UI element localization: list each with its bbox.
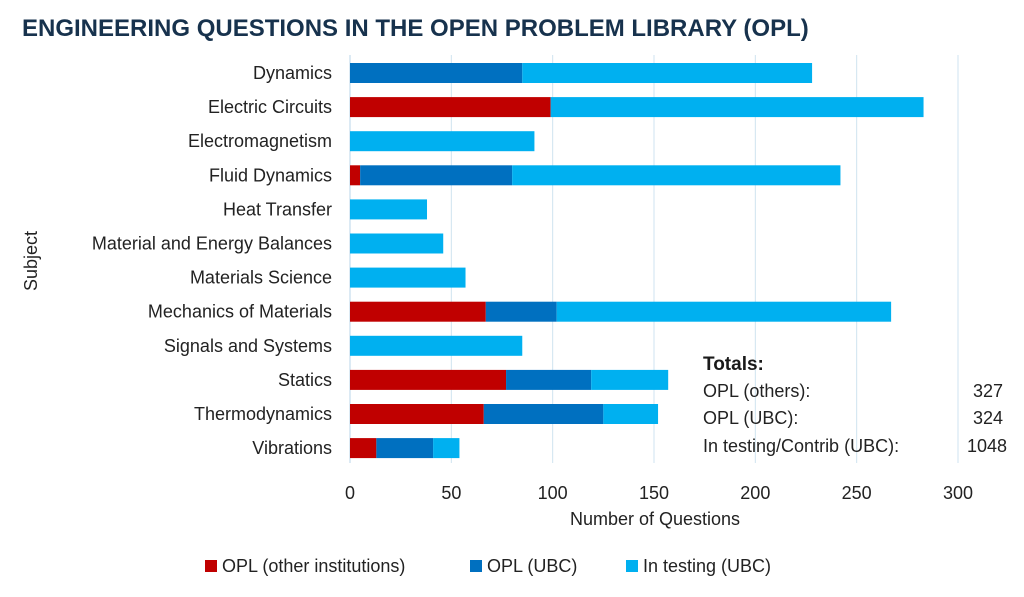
bar-signals-and-systems-in-testing-ubc xyxy=(350,335,523,356)
category-labels: Dynamics Electric Circuits Electromagnetis… xyxy=(92,63,332,458)
bar-electromagnetism-in-testing-ubc xyxy=(350,131,535,152)
bar-thermodynamics-opl-ubc xyxy=(483,404,604,424)
bar-vibrations-opl-other-institutions xyxy=(350,438,377,459)
category-label-fluid-dynamics: Fluid Dynamics xyxy=(209,165,332,185)
category-label-heat-transfer: Heat Transfer xyxy=(223,199,332,219)
category-label-signals-and-systems: Signals and Systems xyxy=(164,336,332,356)
bar-thermodynamics-in-testing-ubc xyxy=(603,404,659,424)
category-label-electric-circuits: Electric Circuits xyxy=(208,97,332,117)
y-axis-title: Subject xyxy=(21,231,41,291)
bar-fluid-dynamics-in-testing-ubc xyxy=(512,165,841,186)
totals-label-in-testing: In testing/Contrib (UBC): xyxy=(703,436,899,456)
bar-mechanics-of-materials-in-testing-ubc xyxy=(556,301,892,322)
category-label-thermodynamics: Thermodynamics xyxy=(194,404,332,424)
category-label-mechanics-of-materials: Mechanics of Materials xyxy=(148,302,332,322)
bar-material-and-energy-balances-in-testing-ubc xyxy=(350,233,444,254)
legend: OPL (other institutions) OPL (UBC) In test… xyxy=(205,556,771,576)
bar-mechanics-of-materials-opl-other-institutions xyxy=(350,301,486,322)
category-label-electromagnetism: Electromagnetism xyxy=(188,131,332,151)
legend-label-opl-other-institutions: OPL (other institutions) xyxy=(222,556,405,576)
legend-swatch-in-testing-ubc xyxy=(626,560,638,572)
x-tick-label-50: 50 xyxy=(441,483,461,503)
category-label-vibrations: Vibrations xyxy=(252,438,332,458)
category-label-dynamics: Dynamics xyxy=(253,63,332,83)
bar-electric-circuits-in-testing-ubc xyxy=(550,97,924,118)
bar-thermodynamics-opl-other-institutions xyxy=(350,404,484,424)
bar-statics-opl-ubc xyxy=(506,369,592,390)
bars xyxy=(350,63,924,459)
bar-vibrations-opl-ubc xyxy=(376,438,434,459)
x-axis-title: Number of Questions xyxy=(570,509,740,529)
x-tick-label-300: 300 xyxy=(943,483,973,503)
chart-title: ENGINEERING QUESTIONS IN THE OPEN PROBLE… xyxy=(22,15,809,42)
bar-statics-opl-other-institutions xyxy=(350,369,507,390)
totals-value-opl-ubc: 324 xyxy=(973,408,1003,428)
bar-dynamics-in-testing-ubc xyxy=(522,63,813,83)
bar-statics-in-testing-ubc xyxy=(591,369,669,390)
x-tick-label-250: 250 xyxy=(842,483,872,503)
x-tick-label-0: 0 xyxy=(345,483,355,503)
x-tick-label-100: 100 xyxy=(538,483,568,503)
bar-materials-science-in-testing-ubc xyxy=(350,267,466,288)
x-tick-labels: 0 50 100 150 200 250 300 xyxy=(345,483,973,503)
totals-heading: Totals: xyxy=(703,354,764,375)
bar-vibrations-in-testing-ubc xyxy=(433,438,460,459)
x-tick-label-150: 150 xyxy=(639,483,669,503)
totals-label-opl-others: OPL (others): xyxy=(703,381,810,401)
x-tick-label-200: 200 xyxy=(740,483,770,503)
legend-swatch-opl-ubc xyxy=(470,560,482,572)
bar-fluid-dynamics-opl-other-institutions xyxy=(350,165,361,186)
legend-swatch-opl-other-institutions xyxy=(205,560,217,572)
bar-fluid-dynamics-opl-ubc xyxy=(360,165,513,186)
totals-value-in-testing: 1048 xyxy=(967,436,1007,456)
legend-label-opl-ubc: OPL (UBC) xyxy=(487,556,577,576)
category-label-statics: Statics xyxy=(278,370,332,390)
bar-electric-circuits-opl-other-institutions xyxy=(350,97,551,118)
bar-dynamics-opl-ubc xyxy=(350,63,523,83)
totals-annotation: Totals: OPL (others): 327 OPL (UBC): 324… xyxy=(703,354,1007,456)
totals-value-opl-others: 327 xyxy=(973,381,1003,401)
legend-label-in-testing-ubc: In testing (UBC) xyxy=(643,556,771,576)
bar-heat-transfer-in-testing-ubc xyxy=(350,199,428,220)
category-label-materials-science: Materials Science xyxy=(190,268,332,288)
totals-label-opl-ubc: OPL (UBC): xyxy=(703,408,798,428)
bar-mechanics-of-materials-opl-ubc xyxy=(485,301,557,322)
gridlines xyxy=(349,55,959,463)
category-label-material-and-energy-balances: Material and Energy Balances xyxy=(92,234,332,254)
